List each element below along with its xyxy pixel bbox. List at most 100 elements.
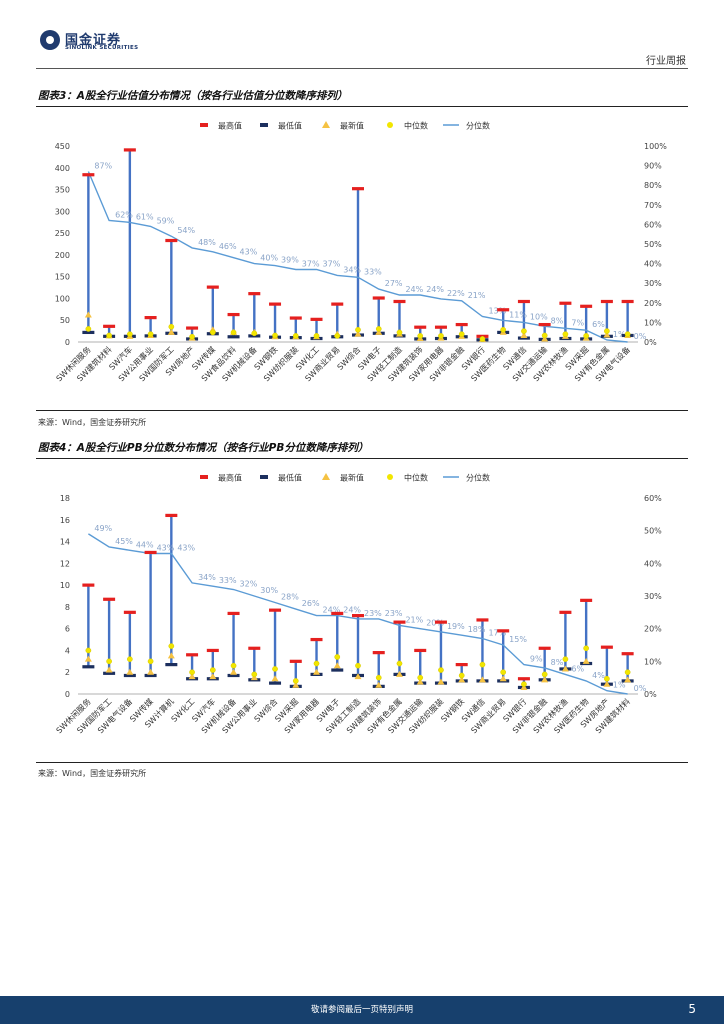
median-marker (189, 669, 195, 676)
percentile-label: 21% (468, 291, 486, 300)
latest-marker (478, 676, 486, 683)
legend-latest-swatch (322, 473, 330, 480)
latest-marker (167, 328, 175, 335)
max-marker (352, 614, 364, 618)
percentile-label: 18% (468, 625, 486, 634)
legend-label: 分位数 (466, 121, 490, 131)
max-marker (559, 610, 572, 614)
y-right-tick-label: 20% (644, 299, 662, 308)
y-left-tick-label: 2 (65, 668, 70, 677)
median-marker (168, 643, 175, 649)
latest-marker (624, 676, 632, 683)
median-marker (417, 333, 424, 339)
max-marker (144, 316, 157, 320)
percentile-label: 4% (592, 671, 605, 680)
max-marker (206, 648, 219, 653)
min-marker (144, 673, 157, 678)
y-left-tick-label: 8 (65, 603, 70, 612)
median-marker (251, 330, 258, 337)
percentile-label: 24% (343, 606, 361, 615)
percentile-label: 22% (447, 289, 465, 298)
y-left-tick-label: 100 (55, 294, 70, 303)
percentile-label: 43% (240, 248, 258, 257)
min-marker (82, 330, 95, 335)
legend-max-swatch (200, 475, 208, 479)
median-marker (562, 656, 569, 663)
legend-latest-swatch (322, 121, 330, 128)
median-marker (438, 667, 444, 673)
percentile-label: 6% (571, 664, 584, 673)
median-marker (292, 333, 299, 339)
latest-marker (458, 676, 466, 683)
latest-marker (333, 662, 341, 669)
percentile-label: 7% (571, 318, 584, 327)
max-marker (517, 299, 530, 304)
max-marker (600, 299, 613, 304)
percentile-label: 39% (281, 256, 299, 265)
percentile-label: 87% (94, 161, 112, 170)
legend-label: 最低值 (278, 121, 302, 131)
y-right-tick-label: 20% (644, 625, 662, 634)
report-type-label: 行业周报 (646, 56, 686, 67)
median-marker (396, 329, 403, 336)
median-marker (106, 658, 112, 665)
percentile-label: 0% (634, 332, 647, 341)
figure4-bottom-rule (36, 762, 688, 763)
median-marker (189, 333, 195, 340)
chart-figure4-pb: 最高值 最低值 最新值 中位数 分位数 0 2 4 6 8 10 12 14 16 18 0% 10% 20% 30… (54, 473, 662, 736)
y-left-tick-label: 50 (60, 316, 70, 325)
max-marker (269, 302, 282, 306)
max-marker (289, 316, 302, 320)
median-marker (583, 333, 589, 339)
median-marker (479, 336, 486, 342)
y-left-tick-label: 150 (55, 273, 70, 282)
median-marker (541, 671, 548, 678)
max-marker (123, 148, 136, 152)
percentile-label: 54% (177, 226, 195, 235)
latest-marker (520, 331, 528, 338)
percentile-label: 8% (551, 316, 564, 325)
max-marker (123, 610, 136, 614)
max-marker (186, 326, 199, 330)
y-right-tick-label: 40% (644, 260, 662, 269)
logo-chinese-name: 国金证券 (65, 33, 122, 48)
percentile-label: 37% (323, 259, 341, 268)
max-marker (434, 325, 447, 329)
max-marker (434, 620, 447, 624)
max-marker (476, 618, 489, 622)
median-marker (355, 326, 361, 333)
min-marker (82, 665, 95, 669)
max-marker (248, 646, 261, 650)
percentile-label: 43% (177, 544, 195, 553)
max-marker (144, 550, 157, 555)
median-marker (147, 658, 154, 665)
latest-marker (84, 311, 92, 318)
max-marker (621, 652, 634, 656)
median-marker (334, 333, 341, 339)
y-right-tick-label: 90% (644, 162, 662, 171)
median-marker (541, 332, 548, 339)
percentile-label: 8% (551, 658, 564, 667)
legend-label: 分位数 (466, 473, 490, 483)
legend-max-swatch (200, 123, 208, 127)
max-marker (372, 296, 385, 300)
y-left-tick-label: 300 (55, 207, 70, 216)
median-marker (292, 678, 299, 684)
percentile-label: 23% (385, 609, 403, 618)
median-marker (583, 645, 589, 652)
max-marker (455, 322, 468, 327)
latest-marker (105, 666, 113, 673)
median-marker (230, 329, 237, 336)
percentile-label: 6% (592, 320, 605, 329)
percentile-label: 9% (530, 655, 543, 664)
median-marker (272, 332, 278, 339)
median-marker (604, 675, 610, 682)
max-marker (310, 317, 323, 321)
latest-marker (167, 652, 175, 659)
percentile-label: 32% (240, 579, 258, 588)
max-marker (289, 659, 302, 663)
max-marker (269, 608, 282, 612)
latest-marker (395, 670, 403, 677)
percentile-label: 17% (488, 628, 506, 637)
footer-bar: 敬请参阅最后一页特别声明 5 (0, 996, 724, 1024)
